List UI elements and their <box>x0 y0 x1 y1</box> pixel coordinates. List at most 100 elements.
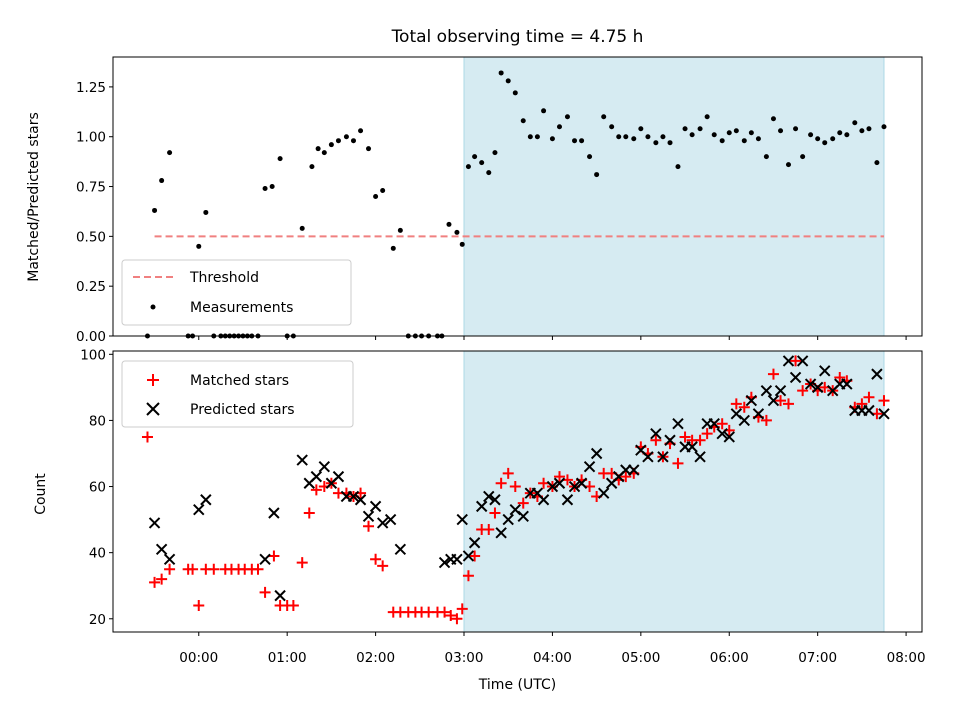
measurement-point <box>800 154 806 160</box>
predicted-star-point <box>489 494 501 506</box>
predicted-star-point <box>163 553 176 565</box>
measurement-point <box>682 126 688 132</box>
count-y-tick-label: 100 <box>80 347 106 363</box>
measurement-point <box>719 138 725 144</box>
measurement-point <box>572 138 578 144</box>
measurement-points <box>144 70 887 339</box>
measurement-point <box>479 160 485 166</box>
predicted-star-point <box>553 477 566 489</box>
matched-star-point <box>738 401 750 413</box>
matched-star-point <box>164 563 176 575</box>
measurement-point <box>874 160 880 166</box>
measurement-point <box>704 114 710 120</box>
measurement-point <box>549 136 555 142</box>
count-panel: 20 40 60 80 100 00:00 01:00 02:00 03:00 04:00 05:… <box>33 347 926 693</box>
matched-star-point <box>517 497 529 509</box>
measurement-point <box>358 128 364 134</box>
predicted-star-point <box>760 384 773 397</box>
measurement-point <box>159 178 165 184</box>
measurement-point <box>269 184 275 190</box>
measurement-point <box>785 162 791 168</box>
observing-window-rect <box>463 350 885 633</box>
measurement-point <box>697 126 703 132</box>
observing-window-shade <box>463 56 885 337</box>
matched-star-point <box>483 524 495 536</box>
measurement-point <box>638 126 644 132</box>
predicted-star-point <box>863 404 875 417</box>
legend-matched-label: Matched stars <box>190 373 289 389</box>
matched-star-point <box>553 471 565 483</box>
matched-star-point <box>156 573 168 585</box>
measurement-point <box>733 128 739 134</box>
measurement-point <box>741 138 747 144</box>
predicted-star-point <box>451 553 463 565</box>
predicted-star-point <box>782 355 795 367</box>
matched-star-point <box>716 418 728 430</box>
count-x-ticks: 00:00 01:00 02:00 03:00 04:00 05:00 06:00 07:00… <box>179 632 926 666</box>
count-x-tick-label: 03:00 <box>445 650 484 666</box>
matched-star-point <box>672 457 684 469</box>
measurement-point <box>866 126 872 132</box>
measurement-point <box>601 114 607 120</box>
measurement-point <box>520 118 526 124</box>
measurement-point <box>465 164 471 170</box>
predicted-star-point <box>462 550 475 562</box>
ratio-y-tick-label: 1.25 <box>76 80 106 96</box>
matched-star-point <box>797 385 809 397</box>
matched-star-point <box>834 371 846 383</box>
matched-star-point <box>863 391 875 403</box>
predicted-star-point <box>708 418 720 430</box>
matched-star-point <box>462 570 474 582</box>
predicted-star-point <box>369 500 382 513</box>
measurement-point <box>631 136 637 142</box>
matched-star-point <box>509 481 521 493</box>
predicted-star-point <box>575 477 588 489</box>
matched-star-point <box>193 600 205 612</box>
chart-title: Total observing time = 4.75 h <box>391 27 644 47</box>
measurement-point <box>315 146 321 152</box>
measurement-point <box>623 134 629 140</box>
predicted-star-point <box>384 513 397 526</box>
count-x-tick-label: 05:00 <box>621 650 660 666</box>
count-x-tick-label: 02:00 <box>356 650 395 666</box>
count-y-ticks: 20 40 60 80 100 <box>80 347 113 628</box>
matched-star-point <box>377 560 389 572</box>
matched-star-point <box>767 368 779 380</box>
predicted-star-point <box>796 355 809 367</box>
predicted-star-point <box>495 527 507 539</box>
predicted-star-point <box>686 441 698 453</box>
ratio-y-ticks: 0.00 0.25 0.50 0.75 1.00 1.25 <box>76 80 113 345</box>
matched-star-point <box>775 395 787 407</box>
measurement-point <box>609 124 615 130</box>
measurement-point <box>527 134 533 140</box>
ratio-y-tick-label: 1.00 <box>76 130 106 146</box>
matched-star-point <box>451 613 463 625</box>
matched-star-point <box>495 477 507 489</box>
measurement-point <box>667 140 673 146</box>
matched-star-point <box>141 431 153 443</box>
matched-star-point <box>370 553 382 565</box>
legend-matched-swatch <box>147 374 159 386</box>
x-axis-label: Time (UTC) <box>478 677 556 693</box>
ratio-legend: Threshold Measurements <box>121 259 352 326</box>
predicted-star-point <box>332 470 345 483</box>
measurement-point <box>689 132 695 138</box>
count-x-tick-label: 07:00 <box>798 650 837 666</box>
measurement-point <box>390 245 396 251</box>
predicted-star-point <box>318 460 331 473</box>
predicted-stars-points <box>148 355 890 602</box>
matched-star-point <box>878 395 890 407</box>
count-legend: Matched stars Predicted stars <box>121 360 354 428</box>
legend-measurements-swatch <box>150 304 156 310</box>
predicted-star-point <box>745 394 758 407</box>
ratio-y-tick-label: 0.75 <box>76 180 106 196</box>
count-x-tick-label: 06:00 <box>710 650 749 666</box>
measurement-point <box>373 194 379 199</box>
predicted-star-point <box>468 537 481 549</box>
matched-star-point <box>701 428 713 440</box>
matched-star-point <box>363 520 375 532</box>
legend-measurements-label: Measurements <box>190 300 293 316</box>
measurement-point <box>755 136 761 142</box>
predicted-star-point <box>354 494 367 506</box>
